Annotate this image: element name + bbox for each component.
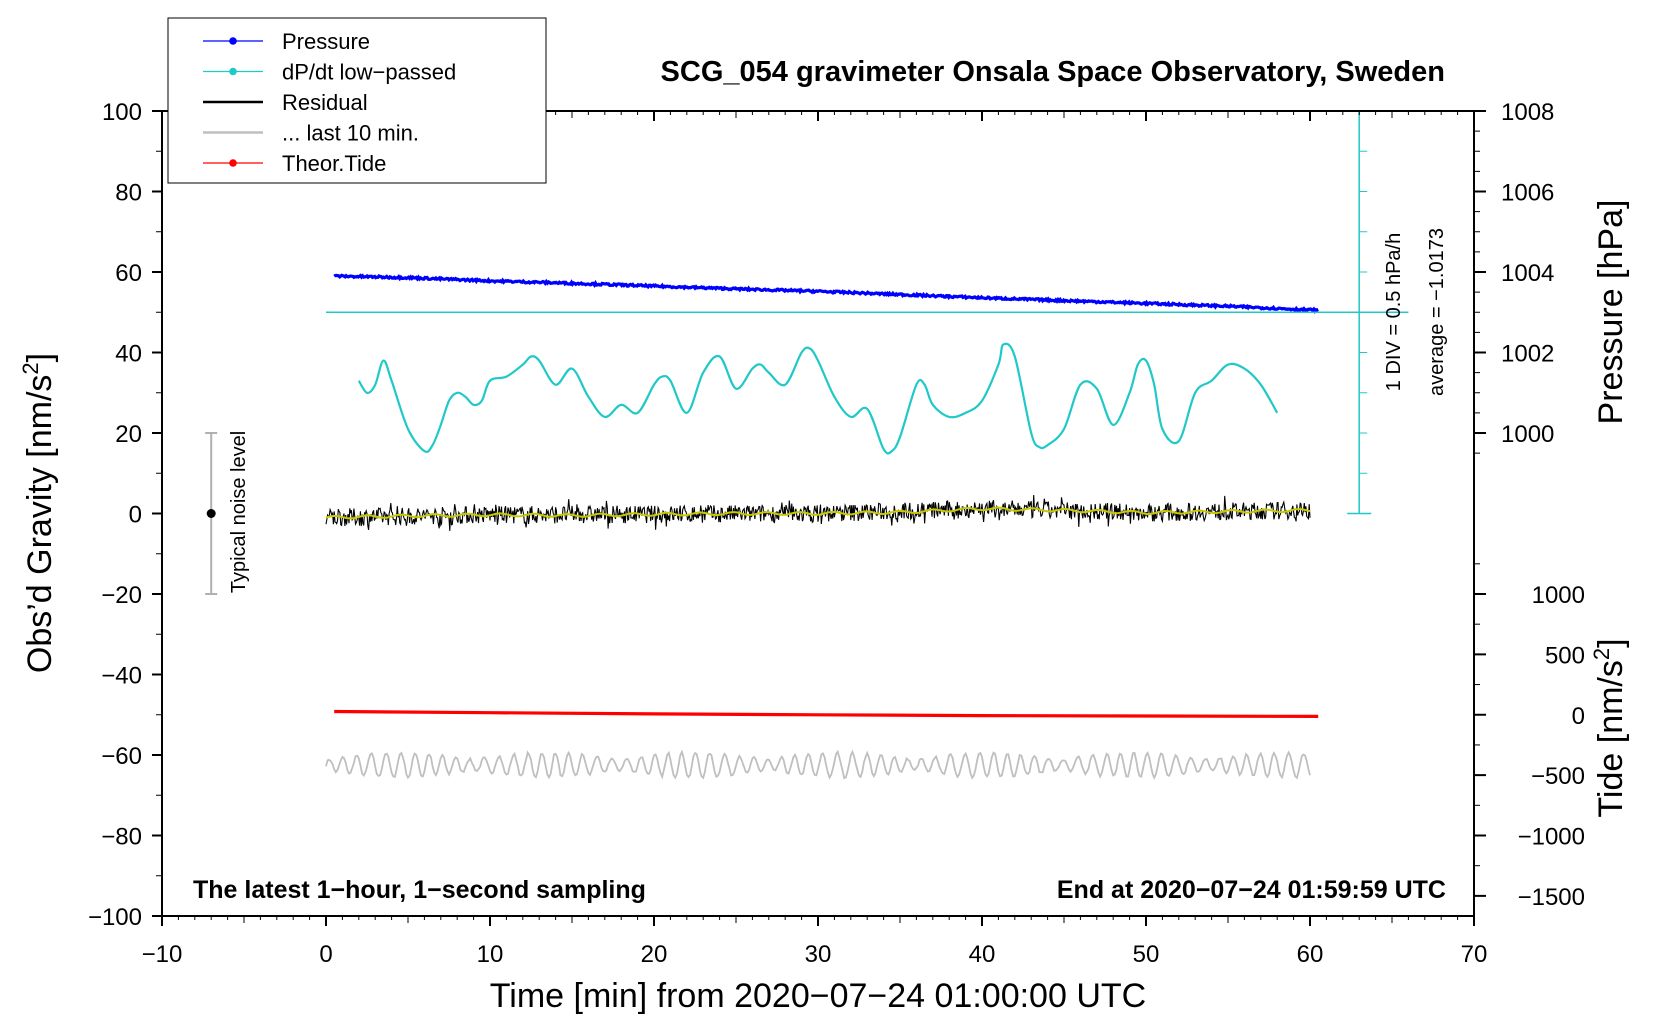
legend-label: ... last 10 min. bbox=[282, 121, 419, 146]
y-tick-label: 80 bbox=[115, 180, 142, 207]
pressure-axis-title: Pressure [hPa] bbox=[1592, 200, 1630, 425]
y-tick-label: 60 bbox=[115, 260, 142, 287]
dpdt-average-label: average = −1.0173 bbox=[1426, 228, 1448, 396]
legend-item: ... last 10 min. bbox=[203, 121, 419, 146]
tide-tick-label: 500 bbox=[1545, 642, 1585, 669]
legend-swatch-marker bbox=[229, 159, 237, 167]
legend-box bbox=[167, 17, 547, 184]
x-axis-title: Time [min] from 2020−07−24 01:00:00 UTC bbox=[490, 977, 1146, 1015]
y-axis-title-left-end: ] bbox=[21, 353, 59, 362]
tide-axis-title: Tide [nm/s2] bbox=[1589, 638, 1630, 817]
legend-item: dP/dt low−passed bbox=[203, 60, 456, 85]
end-time-note: End at 2020−07−24 01:59:59 UTC bbox=[1057, 876, 1446, 904]
pressure-series-line bbox=[333, 273, 1319, 314]
noise-bar-group bbox=[205, 432, 218, 595]
pressure-tick-label: 1004 bbox=[1501, 260, 1554, 287]
legend-label: Pressure bbox=[282, 29, 370, 54]
x-axis-ticks: −10 0 10 20 30 40 50 60 70 bbox=[142, 111, 1488, 968]
y-tick-label: −100 bbox=[88, 904, 142, 931]
legend-label: Theor.Tide bbox=[282, 151, 386, 176]
y-axis-ticks: 100 80 60 40 20 0 −20 −40 −60 −80 −100 bbox=[88, 99, 162, 931]
tide-tick-label: −1500 bbox=[1518, 884, 1585, 911]
dpdt-series-line bbox=[357, 342, 1279, 455]
residual-smoothed-line bbox=[325, 506, 1311, 520]
legend-item: Theor.Tide bbox=[203, 151, 386, 176]
legend: Pressure dP/dt low−passed Residual ... last… bbox=[167, 17, 547, 184]
tide-axis-ticks: 1000 500 0 −500 −1000 −1500 bbox=[1474, 563, 1585, 911]
y-axis-title-left-main: Obs’d Gravity [nm/s bbox=[21, 375, 59, 674]
pressure-tick-label: 1000 bbox=[1501, 421, 1554, 448]
x-tick-label: 20 bbox=[641, 941, 668, 968]
sampling-note: The latest 1−hour, 1−second sampling bbox=[193, 876, 646, 904]
pressure-tick-label: 1006 bbox=[1501, 180, 1554, 207]
tide-axis-title-main: Tide [nm/s bbox=[1592, 660, 1630, 817]
x-tick-label: 50 bbox=[1133, 941, 1160, 968]
legend-swatch-marker bbox=[229, 37, 237, 45]
x-tick-label: −10 bbox=[142, 941, 183, 968]
residual-series-line bbox=[325, 494, 1311, 531]
theor-tide-series-line bbox=[334, 709, 1319, 719]
noise-level-label: Typical noise level bbox=[228, 431, 250, 593]
x-tick-label: 10 bbox=[477, 941, 504, 968]
y-tick-label: −20 bbox=[101, 582, 142, 609]
legend-item: Pressure bbox=[203, 29, 370, 54]
y-tick-label: −60 bbox=[101, 743, 142, 770]
y-tick-label: 0 bbox=[129, 502, 142, 529]
x-tick-label: 60 bbox=[1297, 941, 1324, 968]
x-tick-label: 40 bbox=[969, 941, 996, 968]
x-tick-label: 0 bbox=[319, 941, 332, 968]
series-layer bbox=[325, 273, 1319, 780]
dpdt-scale-label: 1 DIV = 0.5 hPa/h bbox=[1383, 233, 1405, 391]
tide-tick-label: −500 bbox=[1531, 763, 1585, 790]
legend-label: dP/dt low−passed bbox=[282, 60, 456, 85]
x-tick-label: 70 bbox=[1461, 941, 1488, 968]
legend-label: Residual bbox=[282, 90, 368, 115]
noise-bar-center-dot bbox=[206, 509, 216, 518]
y-tick-label: 20 bbox=[115, 421, 142, 448]
legend-item: Residual bbox=[203, 90, 368, 115]
pressure-tick-label: 1002 bbox=[1501, 341, 1554, 368]
y-tick-label: −40 bbox=[101, 663, 142, 690]
tide-tick-label: 1000 bbox=[1532, 582, 1585, 609]
tide-axis-title-end: ] bbox=[1592, 638, 1630, 647]
last-10min-series-line bbox=[325, 749, 1311, 780]
y-tick-label: −80 bbox=[101, 824, 142, 851]
tide-tick-label: −1000 bbox=[1518, 824, 1585, 851]
pressure-axis-ticks: 1000 1002 1004 1006 1008 bbox=[1474, 99, 1554, 454]
y-tick-label: 40 bbox=[115, 341, 142, 368]
tide-tick-label: 0 bbox=[1572, 703, 1585, 730]
y-tick-label: 100 bbox=[102, 99, 142, 126]
chart-title: SCG_054 gravimeter Onsala Space Observat… bbox=[661, 56, 1445, 88]
tide-axis-title-sup: 2 bbox=[1589, 648, 1614, 660]
y-axis-title-left: Obs’d Gravity [nm/s2] bbox=[18, 353, 59, 673]
x-tick-label: 30 bbox=[805, 941, 832, 968]
legend-items: Pressure dP/dt low−passed Residual ... last… bbox=[203, 29, 456, 176]
y-axis-title-left-sup: 2 bbox=[18, 362, 43, 374]
pressure-tick-label: 1008 bbox=[1501, 99, 1554, 126]
legend-swatch-marker bbox=[229, 67, 237, 76]
